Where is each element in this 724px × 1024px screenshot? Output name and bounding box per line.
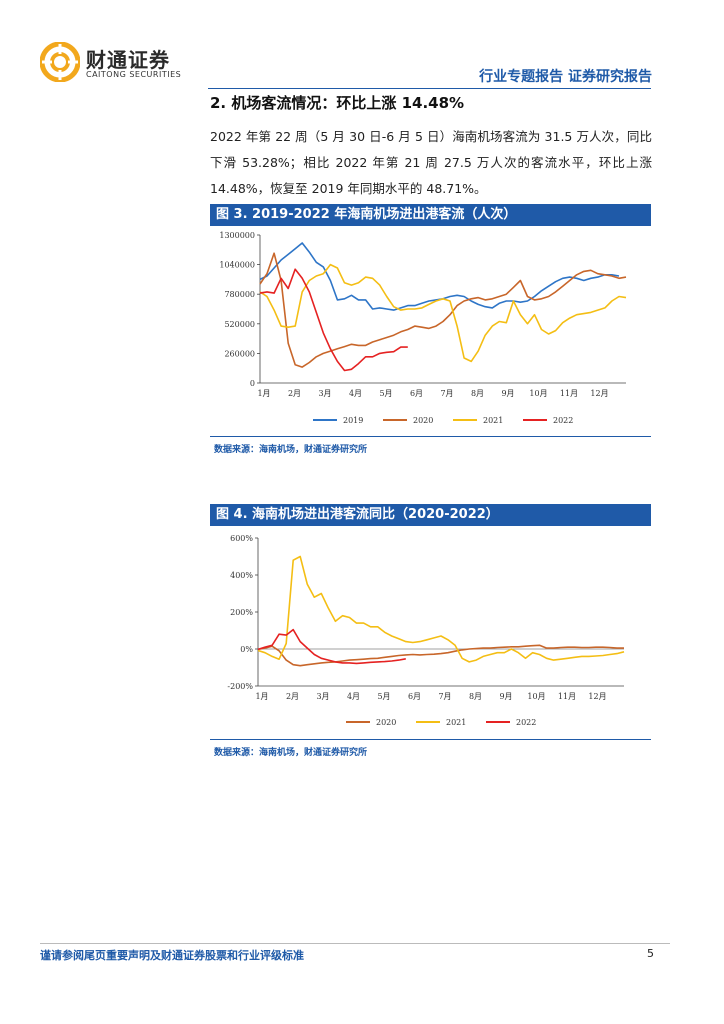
series-line-2022 — [257, 628, 406, 665]
y-tick-label: 0 — [250, 379, 255, 388]
x-tick-label: 12月 — [588, 692, 606, 701]
x-tick-label: 10月 — [529, 389, 547, 398]
x-tick-label: 9月 — [501, 389, 514, 398]
x-tick-label: 12月 — [590, 389, 608, 398]
x-tick-label: 2月 — [288, 389, 301, 398]
y-tick-label: 520000 — [224, 320, 255, 329]
y-tick-label: 780000 — [224, 290, 255, 299]
y-tick-label: 600% — [230, 534, 253, 543]
header-divider — [208, 88, 651, 89]
page-number: 5 — [647, 947, 654, 960]
x-tick-label: 8月 — [469, 692, 482, 701]
legend-label-2019: 2019 — [343, 416, 363, 425]
figure3-chart: 0 260000 520000 780000 1040000 1300000 1月 2月 3月 4… — [219, 231, 627, 425]
figure4-title: 图 4. 海南机场进出港客流同比（2020-2022） — [210, 504, 651, 526]
y-tick-label: 1300000 — [219, 231, 255, 240]
section-title: 2. 机场客流情况：环比上涨 14.48% — [210, 94, 465, 112]
legend-label-2021: 2021 — [446, 718, 466, 727]
x-tick-label: 10月 — [527, 692, 545, 701]
x-tick-label: 6月 — [408, 692, 421, 701]
legend-label-2022: 2022 — [553, 416, 573, 425]
series-line-2020 — [257, 644, 624, 667]
footer-divider — [40, 943, 670, 944]
figure4-rule — [210, 739, 651, 740]
x-tick-label: 2月 — [286, 692, 299, 701]
y-tick-label: -200% — [227, 682, 253, 691]
logo-text-cn: 财通证券 — [86, 48, 170, 72]
footer-disclaimer: 谨请参阅尾页重要声明及财通证券股票和行业评级标准 — [40, 949, 304, 962]
x-tick-label: 7月 — [438, 692, 451, 701]
x-tick-label: 1月 — [255, 692, 268, 701]
y-tick-label: 1040000 — [219, 261, 255, 270]
x-tick-label: 8月 — [471, 389, 484, 398]
logo: 财通证券 CAITONG SECURITIES — [40, 42, 190, 86]
logo-text-en: CAITONG SECURITIES — [86, 70, 182, 79]
x-tick-label: 4月 — [347, 692, 360, 701]
series-line-2021 — [257, 555, 625, 663]
x-tick-label: 3月 — [318, 389, 331, 398]
x-tick-label: 3月 — [316, 692, 329, 701]
x-tick-label: 1月 — [257, 389, 270, 398]
report-type: 行业专题报告 证券研究报告 — [479, 69, 652, 85]
legend-label-2022: 2022 — [516, 718, 536, 727]
x-tick-label: 11月 — [560, 389, 578, 398]
x-tick-label: 9月 — [499, 692, 512, 701]
y-tick-label: 200% — [230, 608, 253, 617]
figure3-source: 数据来源：海南机场，财通证券研究所 — [214, 445, 368, 455]
body-paragraph: 2022 年第 22 周（5 月 30 日-6 月 5 日）海南机场客流为 31… — [210, 129, 652, 196]
legend-label-2020: 2020 — [376, 718, 396, 727]
y-tick-label: 0% — [240, 645, 253, 654]
x-tick-label: 6月 — [410, 389, 423, 398]
y-tick-label: 260000 — [224, 349, 255, 358]
figure3-rule — [210, 436, 651, 437]
legend-label-2021: 2021 — [483, 416, 503, 425]
x-tick-label: 7月 — [440, 389, 453, 398]
logo-icon — [40, 42, 80, 82]
figure3-title: 图 3. 2019-2022 年海南机场进出港客流（人次） — [210, 204, 651, 226]
series-line-2022 — [259, 268, 408, 372]
figure4-chart: -200% 0% 200% 400% 600% 1月 2月 3月 4月 5月 6月 7月 8月 9月 10月… — [227, 534, 625, 727]
x-tick-label: 4月 — [349, 389, 362, 398]
figure4-source: 数据来源：海南机场，财通证券研究所 — [214, 748, 368, 758]
x-tick-label: 11月 — [558, 692, 576, 701]
series-line-2020 — [259, 252, 627, 368]
x-tick-label: 5月 — [377, 692, 390, 701]
series-line-2021 — [259, 263, 627, 363]
legend-label-2020: 2020 — [413, 416, 433, 425]
x-tick-label: 5月 — [379, 389, 392, 398]
y-tick-label: 400% — [230, 571, 253, 580]
